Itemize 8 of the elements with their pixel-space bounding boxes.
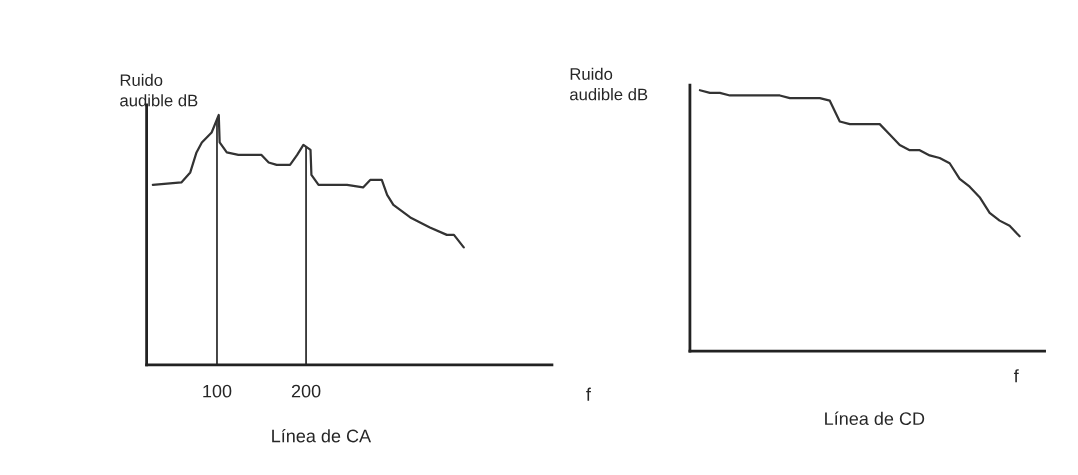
x-axis-title: f bbox=[586, 387, 591, 401]
y-axis-title: Ruido audible dB bbox=[120, 73, 198, 107]
text: Línea de CD bbox=[825, 411, 925, 426]
text: Línea de CA bbox=[272, 428, 372, 443]
x-axis-title: f bbox=[1013, 369, 1019, 383]
x-tick-label: 200 bbox=[291, 384, 321, 398]
x-tick-label: 100 bbox=[203, 384, 232, 398]
y-axis-title: Ruido audible dB bbox=[570, 67, 648, 101]
